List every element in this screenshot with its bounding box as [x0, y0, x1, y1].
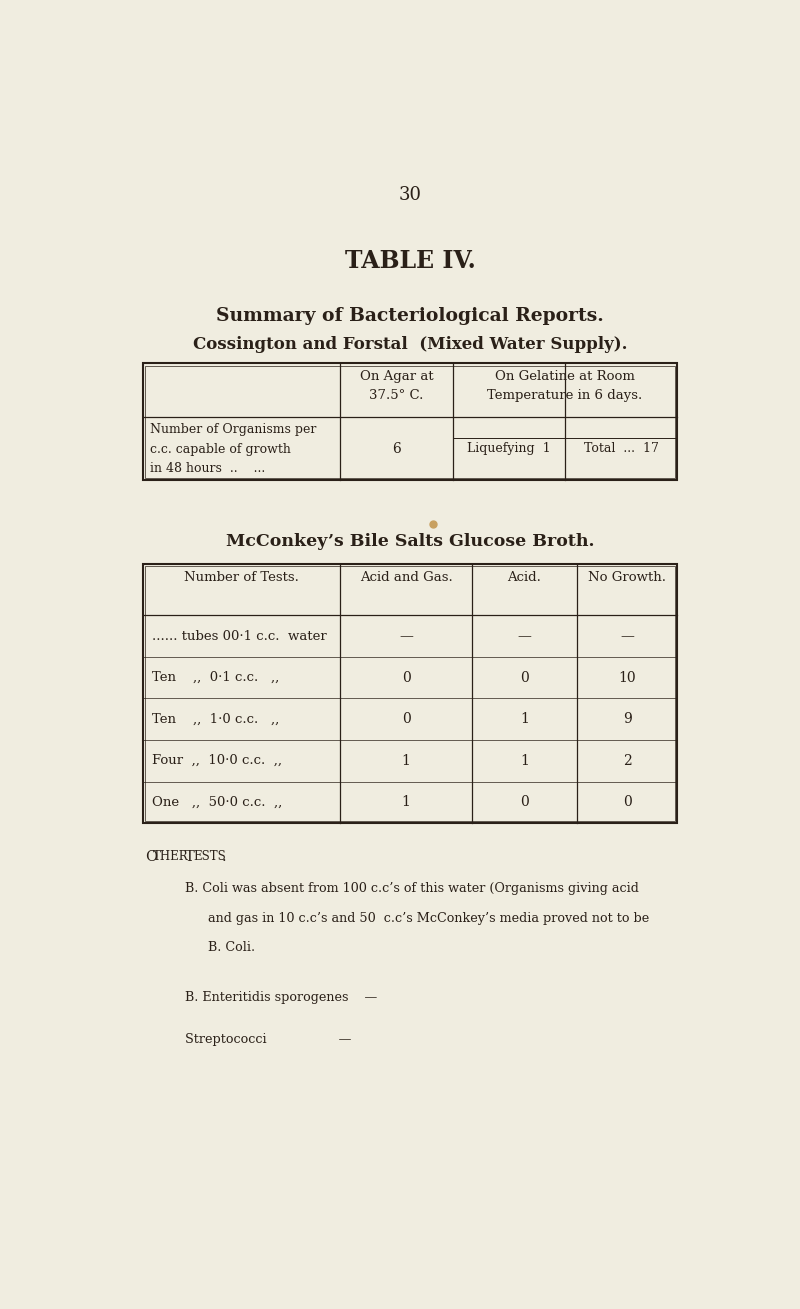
Text: 0: 0 — [402, 712, 410, 726]
Text: Acid.: Acid. — [507, 571, 542, 584]
Text: and gas in 10 c.c’s and 50  c.c’s McConkey’s media proved not to be: and gas in 10 c.c’s and 50 c.c’s McConke… — [209, 911, 650, 924]
Text: Acid and Gas.: Acid and Gas. — [360, 571, 453, 584]
Text: —: — — [518, 630, 531, 643]
Text: TABLE IV.: TABLE IV. — [345, 250, 475, 274]
Text: On Agar at
37.5° C.: On Agar at 37.5° C. — [360, 369, 434, 402]
Text: 1: 1 — [402, 754, 410, 768]
Text: B. Enteritidis sporogenes    —: B. Enteritidis sporogenes — — [186, 991, 378, 1004]
Text: T: T — [186, 850, 195, 864]
Bar — [142, 364, 678, 480]
Text: Ten    ,,  0·1 c.c.   ,,: Ten ,, 0·1 c.c. ,, — [152, 672, 279, 685]
Text: McConkey’s Bile Salts Glucose Broth.: McConkey’s Bile Salts Glucose Broth. — [226, 533, 594, 550]
Text: Summary of Bacteriological Reports.: Summary of Bacteriological Reports. — [216, 308, 604, 325]
Bar — [145, 565, 675, 821]
Text: Number of Tests.: Number of Tests. — [184, 571, 299, 584]
Text: 0: 0 — [520, 670, 529, 685]
Text: 0: 0 — [402, 670, 410, 685]
Text: .: . — [222, 850, 226, 864]
Text: 9: 9 — [622, 712, 631, 726]
Text: 2: 2 — [622, 754, 631, 768]
Text: —: — — [620, 630, 634, 643]
Text: 0: 0 — [520, 796, 529, 809]
Text: ESTS: ESTS — [193, 850, 226, 863]
Bar — [145, 365, 675, 478]
Text: 10: 10 — [618, 670, 636, 685]
Text: O: O — [145, 850, 157, 864]
Text: 1: 1 — [402, 796, 410, 809]
Text: Four  ,,  10·0 c.c.  ,,: Four ,, 10·0 c.c. ,, — [152, 754, 282, 767]
Text: Cossington and Forstal  (Mixed Water Supply).: Cossington and Forstal (Mixed Water Supp… — [193, 335, 627, 352]
Text: ...... tubes 00·1 c.c.  water: ...... tubes 00·1 c.c. water — [152, 630, 326, 643]
Text: 30: 30 — [398, 186, 422, 204]
Text: 1: 1 — [520, 754, 529, 768]
Text: No Growth.: No Growth. — [588, 571, 666, 584]
Text: B. Coli was absent from 100 c.c’s of this water (Organisms giving acid: B. Coli was absent from 100 c.c’s of thi… — [186, 882, 639, 895]
Text: 6: 6 — [392, 442, 401, 456]
Text: —: — — [399, 630, 413, 643]
Text: THER: THER — [153, 850, 188, 863]
Text: Ten    ,,  1·0 c.c.   ,,: Ten ,, 1·0 c.c. ,, — [152, 712, 279, 725]
Text: Liquefying  1: Liquefying 1 — [467, 442, 550, 456]
Text: One   ,,  50·0 c.c.  ,,: One ,, 50·0 c.c. ,, — [152, 796, 282, 809]
Text: On Gelatine at Room
Temperature in 6 days.: On Gelatine at Room Temperature in 6 day… — [487, 369, 642, 402]
Bar — [142, 564, 678, 823]
Text: 1: 1 — [520, 712, 529, 726]
Text: B. Coli.: B. Coli. — [209, 941, 256, 954]
Text: Total  ...  17: Total ... 17 — [584, 442, 658, 456]
Text: 0: 0 — [622, 796, 631, 809]
Text: Number of Organisms per
c.c. capable of growth
in 48 hours  ..    ...: Number of Organisms per c.c. capable of … — [150, 424, 317, 474]
Text: Streptococci                  —: Streptococci — — [186, 1033, 352, 1046]
